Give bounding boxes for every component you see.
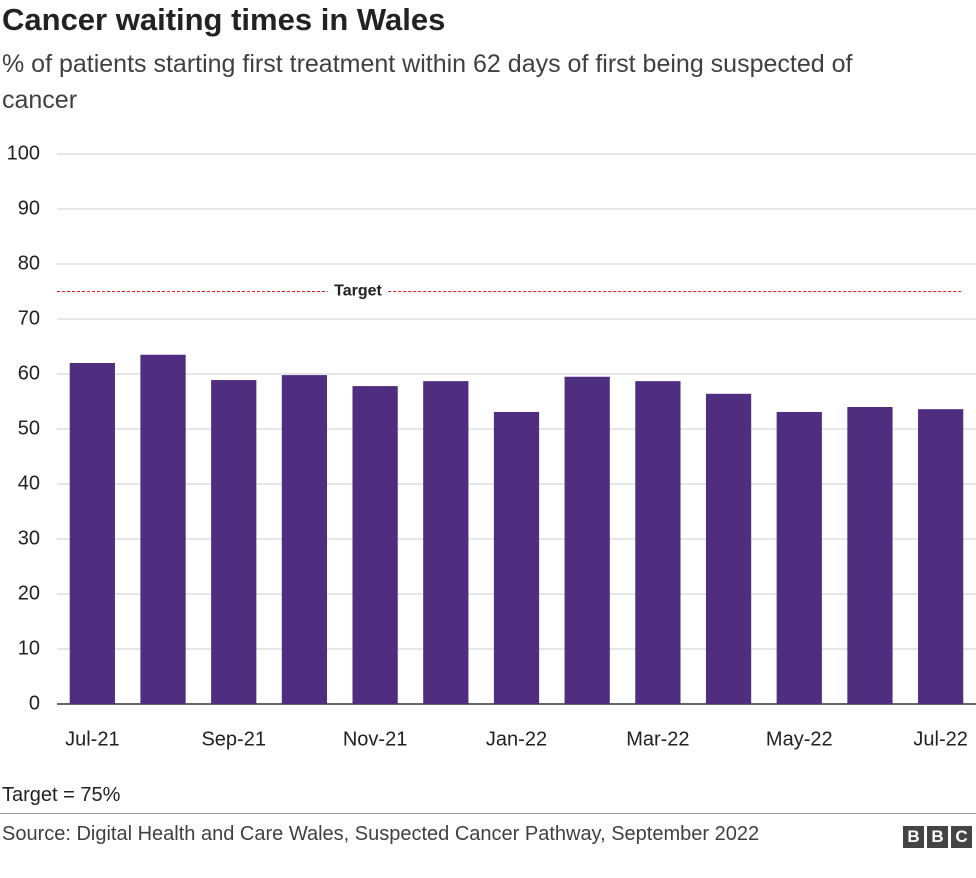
divider — [0, 813, 976, 814]
bar — [705, 393, 752, 704]
bar — [211, 380, 257, 704]
x-tick-label: May-22 — [766, 728, 833, 750]
y-tick-label: 40 — [18, 472, 40, 494]
y-tick-label: 100 — [7, 142, 40, 164]
annotation-label: Target — [334, 283, 382, 300]
y-tick-label: 60 — [18, 362, 40, 384]
y-tick-label: 20 — [18, 582, 40, 604]
bar — [69, 363, 115, 704]
y-tick-label: 10 — [18, 637, 40, 659]
bar — [564, 376, 610, 704]
bar — [140, 354, 186, 704]
chart-title: Cancer waiting times in Wales — [2, 2, 446, 37]
y-tick-label: 70 — [18, 307, 40, 329]
x-tick-label: Jan-22 — [486, 728, 547, 750]
logo-letter: C — [951, 826, 972, 848]
y-tick-label: 50 — [18, 417, 40, 439]
source: Source: Digital Health and Care Wales, S… — [2, 823, 760, 845]
bar — [847, 407, 893, 704]
logo-letter: B — [903, 826, 924, 848]
y-tick-label: 80 — [18, 252, 40, 274]
bar — [635, 381, 681, 704]
bar — [776, 411, 822, 704]
x-tick-label: Mar-22 — [626, 728, 689, 750]
x-tick-label: Nov-21 — [343, 728, 407, 750]
y-tick-label: 90 — [18, 197, 40, 219]
chart-subtitle: % of patients starting first treatment w… — [2, 50, 853, 114]
bar — [352, 386, 398, 704]
logo: B B C — [903, 826, 972, 848]
chart: 0 10 20 30 40 50 60 70 80 90 100 Jul-21 Sep-21 Nov-21… — [7, 142, 976, 750]
bar — [423, 381, 469, 704]
x-tick-label: Sep-21 — [201, 728, 266, 750]
y-tick-label: 30 — [18, 527, 40, 549]
x-tick-label: Jul-21 — [65, 728, 119, 750]
bar — [918, 409, 964, 704]
logo-letter: B — [927, 826, 948, 848]
x-tick-label: Jul-22 — [913, 728, 967, 750]
y-tick-label: 0 — [29, 692, 40, 714]
bar — [493, 411, 540, 704]
footnote: Target = 75% — [2, 784, 121, 806]
bar — [281, 375, 328, 704]
